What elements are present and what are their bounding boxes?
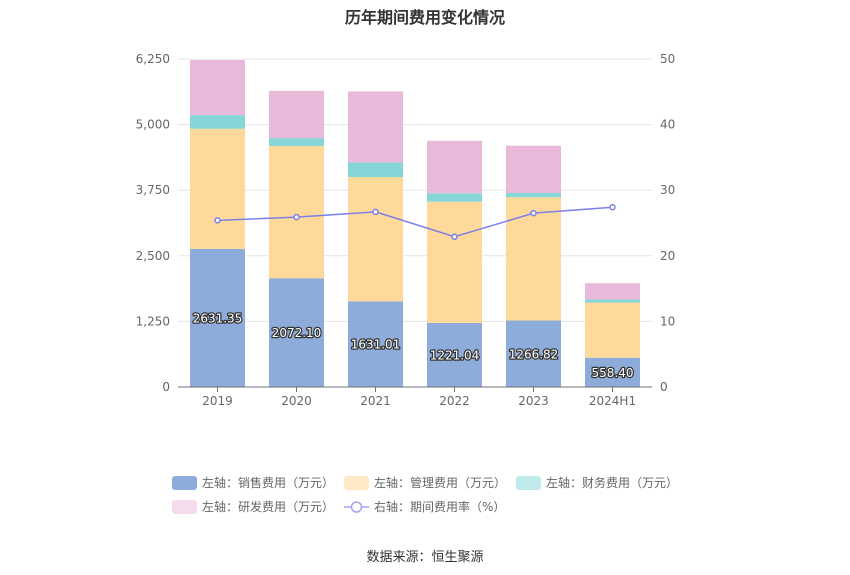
data-labels: 2631.35 2072.10 1631.01 1221.04 1266.82 558.4… xyxy=(191,310,634,381)
rate-point xyxy=(609,204,616,211)
legend-swatch-sales xyxy=(172,475,197,490)
bar-segment xyxy=(348,91,403,163)
legend-item-rate[interactable]: 右轴：期间费用率（%） xyxy=(344,498,505,515)
left-axis-tick-label: 3,750 xyxy=(136,183,170,197)
bar-segment xyxy=(585,299,640,303)
legend-swatch-admin xyxy=(344,475,369,490)
left-axis-tick-label: 5,000 xyxy=(136,118,170,132)
grid-lines xyxy=(178,58,652,322)
bar-value-label: 1221.04 xyxy=(430,348,480,362)
left-axis-tick-label: 2,500 xyxy=(136,249,170,263)
legend-item-finance[interactable]: 左轴：财务费用（万元） xyxy=(516,474,678,491)
bar-segment xyxy=(190,128,245,249)
left-axis-tick-label: 1,250 xyxy=(136,314,170,328)
bar-layer xyxy=(190,59,640,387)
bar-segment xyxy=(427,201,482,323)
bar-segment xyxy=(348,177,403,302)
bar-segment xyxy=(506,145,561,193)
bar-segment xyxy=(190,115,245,129)
bar-value-label: 1266.82 xyxy=(509,347,559,361)
x-axis-tick-label: 2020 xyxy=(281,394,312,408)
bar-segment xyxy=(348,162,403,178)
rate-line-layer xyxy=(214,204,616,241)
legend-item-admin[interactable]: 左轴：管理费用（万元） xyxy=(344,474,506,491)
right-axis-tick-label: 40 xyxy=(660,118,675,132)
legend-label-rnd: 左轴：研发费用（万元） xyxy=(202,500,335,514)
legend-item-sales[interactable]: 左轴：销售费用（万元） xyxy=(172,474,334,491)
bar-segment xyxy=(506,320,561,387)
bar-segment xyxy=(585,357,640,387)
right-axis-tick-label: 20 xyxy=(660,249,675,263)
legend-item-rnd[interactable]: 左轴：研发费用（万元） xyxy=(172,498,334,515)
legend-label-rate: 右轴：期间费用率（%） xyxy=(374,500,506,514)
x-axis-tick-label: 2024H1 xyxy=(589,394,636,408)
bar-value-label: 2631.35 xyxy=(193,311,243,325)
bar-segment xyxy=(427,322,482,387)
bar-segment xyxy=(269,146,324,279)
rate-point xyxy=(214,217,221,224)
right-axis-tick-label: 0 xyxy=(660,380,668,394)
legend-swatch-rnd xyxy=(172,499,197,514)
bar-segment xyxy=(190,248,245,387)
legend-label-admin: 左轴：管理费用（万元） xyxy=(374,476,507,490)
bar-segment xyxy=(506,197,561,321)
bar-value-label: 1631.01 xyxy=(351,338,401,352)
bar-segment xyxy=(427,193,482,202)
right-axis-tick-label: 50 xyxy=(660,52,675,66)
legend-swatch-rate xyxy=(344,500,369,514)
bar-segment xyxy=(269,278,324,387)
right-axis-tick-label: 10 xyxy=(660,314,675,328)
left-axis-tick-label: 0 xyxy=(162,380,170,394)
left-axis-tick-label: 6,250 xyxy=(136,52,170,66)
bar-segment xyxy=(585,302,640,358)
rate-point xyxy=(451,233,458,241)
x-axis-tick-label: 2019 xyxy=(202,394,233,408)
right-axis-tick-label: 30 xyxy=(660,183,675,197)
chart-title: 历年期间费用变化情况 xyxy=(344,8,505,27)
rate-point xyxy=(530,209,537,217)
data-source-note: 数据来源：恒生聚源 xyxy=(366,550,484,565)
bar-segment xyxy=(506,192,561,198)
legend-label-sales: 左轴：销售费用（万元） xyxy=(202,476,335,490)
bar-value-label: 2072.10 xyxy=(272,326,322,340)
x-axis-tick-label: 2022 xyxy=(439,394,470,408)
legend-swatch-finance xyxy=(516,475,541,490)
bar-segment xyxy=(348,301,403,387)
x-axis-tick-label: 2021 xyxy=(360,394,391,408)
bar-segment xyxy=(269,138,324,147)
rate-point xyxy=(293,213,300,221)
rate-line xyxy=(217,206,613,238)
bar-segment xyxy=(427,140,482,194)
x-axis-tick-label: 2023 xyxy=(518,394,549,408)
legend-label-finance: 左轴：财务费用（万元） xyxy=(546,476,679,490)
axes: 0 1,250 2,500 3,750 5,000 6,250 0 10 20 30 40 50 201… xyxy=(136,52,676,408)
rate-point xyxy=(372,208,379,216)
bar-segment xyxy=(585,283,640,300)
bar-segment xyxy=(269,90,324,139)
bar-segment xyxy=(190,59,245,116)
bar-value-label: 558.40 xyxy=(592,366,634,380)
